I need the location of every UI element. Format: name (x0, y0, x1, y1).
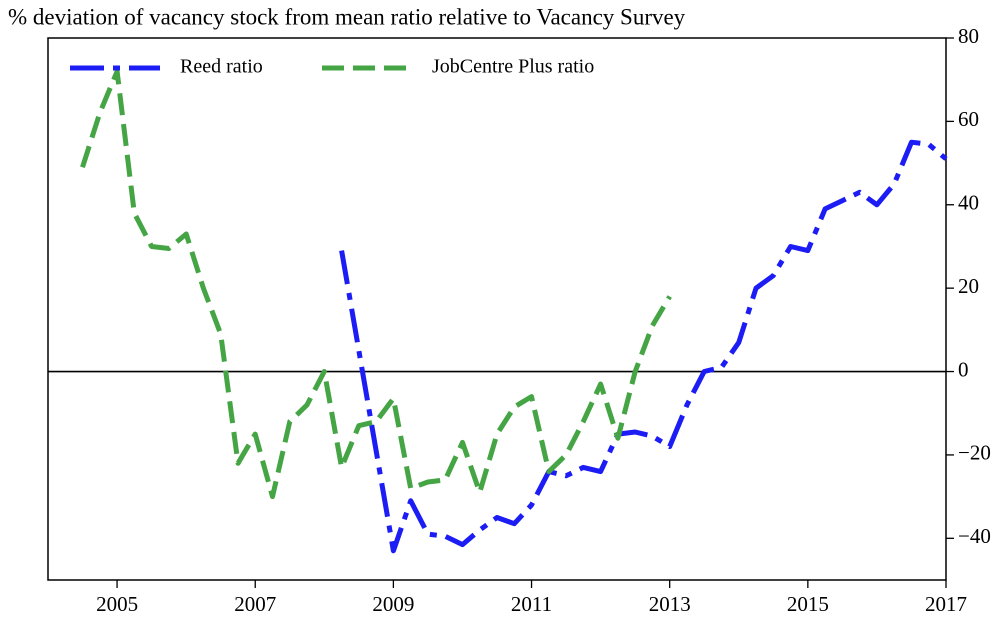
legend-label: JobCentre Plus ratio (432, 56, 594, 78)
legend-label: Reed ratio (180, 56, 263, 78)
x-tick-label: 2005 (96, 592, 138, 616)
x-tick-label: 2015 (787, 592, 829, 616)
x-tick-label: 2017 (925, 592, 967, 616)
y-tick-label: −40 (958, 524, 991, 548)
series-line (80, 68, 672, 500)
y-tick-label: 0 (958, 357, 969, 381)
y-tick-label: 80 (958, 24, 979, 48)
series-line (339, 139, 948, 554)
x-tick-label: 2013 (649, 592, 691, 616)
chart-title: % deviation of vacancy stock from mean r… (8, 4, 686, 29)
y-tick-label: 40 (958, 191, 979, 215)
y-tick-label: 20 (958, 274, 979, 298)
y-tick-label: 60 (958, 107, 979, 131)
y-tick-label: −20 (958, 441, 991, 465)
x-tick-label: 2007 (234, 592, 276, 616)
x-tick-label: 2011 (511, 592, 552, 616)
x-tick-label: 2009 (372, 592, 414, 616)
plot-frame (47, 37, 947, 581)
